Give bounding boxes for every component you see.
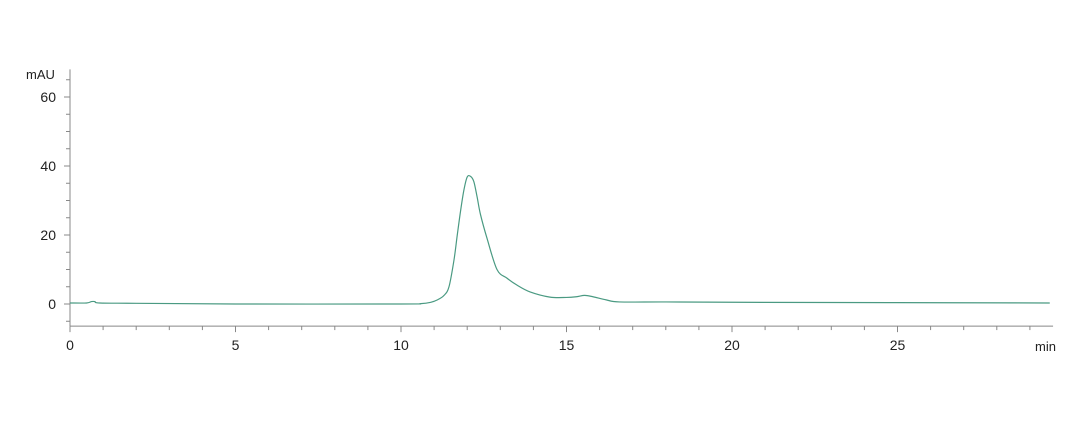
x-tick-label: 15	[559, 337, 575, 353]
axes: 0 20 40 60 0 5 10 15 20 25	[40, 69, 1054, 353]
y-tick-label: 0	[48, 296, 56, 312]
x-tick-label: 20	[724, 337, 740, 353]
y-tick-label: 40	[40, 158, 56, 174]
y-tick-label: 20	[40, 227, 56, 243]
y-axis-label: mAU	[26, 67, 55, 82]
x-tick-label: 5	[232, 337, 240, 353]
signal-trace	[69, 174, 1050, 305]
x-axis-label: min	[1035, 339, 1056, 354]
x-tick-label: 0	[66, 337, 74, 353]
x-tick-label: 25	[890, 337, 906, 353]
y-tick-label: 60	[40, 89, 56, 105]
x-tick-label: 10	[393, 337, 409, 353]
